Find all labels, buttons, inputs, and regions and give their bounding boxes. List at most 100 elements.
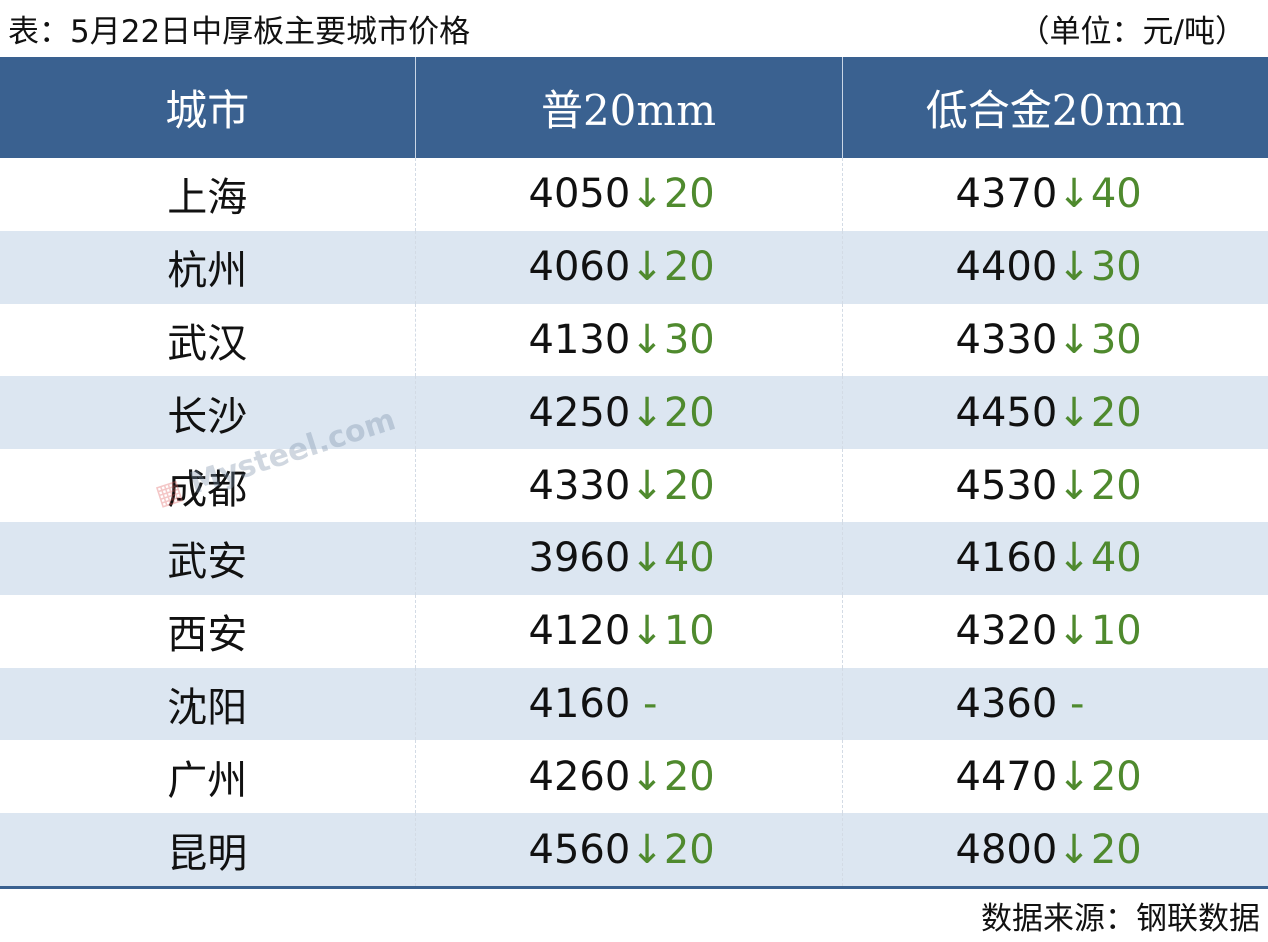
plain-price-change: ↓20 — [630, 244, 715, 291]
low-alloy-price: 4400 — [955, 244, 1058, 291]
low-alloy-price-cell: 4370↓40 — [841, 158, 1268, 231]
plain-price: 4330 — [528, 462, 631, 509]
low-alloy-price-change: ↓10 — [1057, 608, 1142, 655]
city-cell: 武安 — [0, 521, 415, 595]
plain-price-cell: 4060↓20 — [414, 230, 842, 304]
low-alloy-price-change: ↓20 — [1057, 753, 1142, 800]
low-alloy-price: 4530 — [955, 462, 1058, 509]
low-alloy-price: 4320 — [955, 608, 1058, 655]
plain-price: 4560 — [528, 826, 631, 873]
header-low-alloy-20mm: 低合金20mm — [841, 57, 1268, 158]
plain-price: 4250 — [528, 389, 631, 436]
price-table: 城市 普20mm 低合金20mm 上海 4050↓20 4370↓40 杭州 40… — [0, 57, 1268, 889]
low-alloy-price-cell: 4530↓20 — [841, 449, 1268, 522]
table-row: 武安 3960↓40 4160↓40 — [0, 521, 1268, 595]
city-cell: 成都 — [167, 466, 248, 513]
header-row: 城市 普20mm 低合金20mm — [0, 57, 1268, 158]
table-row: 成都 4330↓20 4530↓20 — [0, 449, 1268, 522]
plain-price-cell: 4130↓30 — [414, 303, 842, 377]
plain-price-change: ↓20 — [630, 389, 715, 436]
low-alloy-price-wrap: 4530↓20 — [843, 463, 1142, 509]
low-alloy-price-change: ↓20 — [1057, 462, 1142, 509]
plain-price-wrap: 4560↓20 — [416, 827, 715, 873]
low-alloy-price-cell: 4400↓30 — [841, 230, 1268, 304]
table-title: 表：5月22日中厚板主要城市价格 — [8, 14, 471, 50]
low-alloy-price-wrap: 4360 - — [843, 681, 1085, 727]
table-row: 昆明 4560↓20 4800↓20 — [0, 813, 1268, 889]
plain-price-cell: 4160 - — [414, 667, 842, 741]
plain-price-cell: 4260↓20 — [414, 740, 842, 814]
low-alloy-price-change: ↓40 — [1057, 171, 1142, 218]
plain-price-change: ↓20 — [630, 826, 715, 873]
plain-price-wrap: 4260↓20 — [416, 754, 715, 800]
low-alloy-price-cell: 4330↓30 — [841, 303, 1268, 377]
low-alloy-price-cell: 4450↓20 — [841, 376, 1268, 450]
low-alloy-price: 4800 — [955, 826, 1058, 873]
low-alloy-price-cell: 4800↓20 — [841, 813, 1268, 889]
plain-price: 4130 — [528, 316, 631, 363]
city-cell: 西安 — [167, 612, 248, 659]
city-cell: 武汉 — [167, 320, 248, 367]
table-row: 武汉 4130↓30 4330↓30 — [0, 303, 1268, 377]
plain-price: 4160 — [528, 680, 631, 727]
table-row: 上海 4050↓20 4370↓40 — [0, 158, 1268, 231]
low-alloy-price: 4360 — [955, 680, 1058, 727]
plain-price-change: ↓20 — [630, 462, 715, 509]
low-alloy-price: 4470 — [955, 753, 1058, 800]
plain-price-change: ↓10 — [630, 608, 715, 655]
low-alloy-price-cell: 4160↓40 — [841, 521, 1268, 595]
plain-price-cell: 3960↓40 — [414, 521, 842, 595]
low-alloy-price-wrap: 4330↓30 — [843, 317, 1142, 363]
table-row: 长沙 4250↓20 4450↓20 — [0, 376, 1268, 450]
header-city: 城市 — [0, 57, 415, 158]
plain-price-wrap: 4160 - — [416, 681, 658, 727]
low-alloy-price-change: ↓20 — [1057, 389, 1142, 436]
plain-price-cell: 4560↓20 — [414, 813, 842, 889]
plain-price-wrap: 4250↓20 — [416, 390, 715, 436]
plain-price-wrap: 4050↓20 — [416, 171, 715, 217]
low-alloy-price-cell: 4470↓20 — [841, 740, 1268, 814]
plain-price-wrap: 4130↓30 — [416, 317, 715, 363]
low-alloy-price-change: ↓40 — [1057, 535, 1142, 582]
plain-price-cell: 4250↓20 — [414, 376, 842, 450]
low-alloy-price: 4160 — [955, 535, 1058, 582]
plain-price: 4260 — [528, 753, 631, 800]
city-cell: 广州 — [167, 757, 248, 804]
low-alloy-price-wrap: 4470↓20 — [843, 754, 1142, 800]
plain-price: 3960 — [528, 535, 631, 582]
city-cell: 昆明 — [0, 813, 415, 889]
plain-price-change: ↓20 — [630, 171, 715, 218]
plain-price-wrap: 3960↓40 — [416, 535, 715, 581]
header-plain-20mm: 普20mm — [414, 57, 842, 158]
low-alloy-price-wrap: 4320↓10 — [843, 608, 1142, 654]
low-alloy-price-wrap: 4800↓20 — [843, 827, 1142, 873]
plain-price-change: - — [630, 680, 658, 727]
plain-price-change: ↓20 — [630, 753, 715, 800]
low-alloy-price-wrap: 4160↓40 — [843, 535, 1142, 581]
city-cell: 杭州 — [0, 230, 415, 304]
low-alloy-price-wrap: 4370↓40 — [843, 171, 1142, 217]
low-alloy-price: 4450 — [955, 389, 1058, 436]
table-row: 杭州 4060↓20 4400↓30 — [0, 230, 1268, 304]
low-alloy-price-change: ↓30 — [1057, 244, 1142, 291]
plain-price-change: ↓30 — [630, 316, 715, 363]
low-alloy-price-cell: 4320↓10 — [841, 594, 1268, 668]
table-row: 西安 4120↓10 4320↓10 — [0, 594, 1268, 668]
low-alloy-price-wrap: 4400↓30 — [843, 244, 1142, 290]
table-row: 沈阳 4160 - 4360 - — [0, 667, 1268, 741]
city-cell: 沈阳 — [0, 667, 415, 741]
data-source: 数据来源：钢联数据 — [981, 901, 1260, 937]
city-cell: 长沙 — [0, 376, 415, 450]
plain-price: 4060 — [528, 244, 631, 291]
plain-price-wrap: 4060↓20 — [416, 244, 715, 290]
low-alloy-price-change: ↓30 — [1057, 316, 1142, 363]
low-alloy-price-wrap: 4450↓20 — [843, 390, 1142, 436]
low-alloy-price: 4330 — [955, 316, 1058, 363]
low-alloy-price-change: ↓20 — [1057, 826, 1142, 873]
plain-price-wrap: 4120↓10 — [416, 608, 715, 654]
plain-price: 4120 — [528, 608, 631, 655]
plain-price-wrap: 4330↓20 — [416, 463, 715, 509]
plain-price: 4050 — [528, 171, 631, 218]
city-cell: 上海 — [167, 175, 248, 222]
low-alloy-price-change: - — [1057, 680, 1085, 727]
